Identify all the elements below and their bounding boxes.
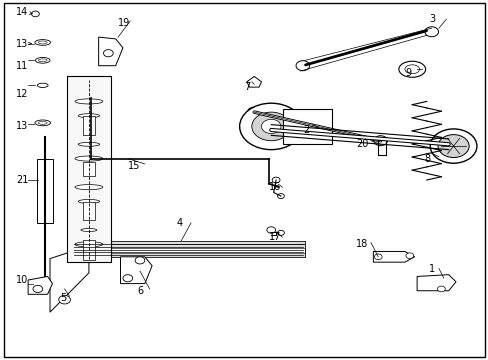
Ellipse shape [78, 142, 100, 146]
Text: 20: 20 [356, 139, 368, 149]
Text: 7: 7 [244, 82, 250, 92]
Ellipse shape [75, 156, 102, 161]
Ellipse shape [75, 99, 102, 104]
Text: 18: 18 [356, 239, 368, 249]
Polygon shape [372, 251, 414, 262]
Text: 4: 4 [176, 218, 182, 228]
Circle shape [103, 50, 113, 57]
Text: 8: 8 [424, 154, 429, 163]
Polygon shape [416, 275, 455, 291]
Text: 11: 11 [16, 61, 28, 71]
Text: 1: 1 [428, 264, 434, 274]
Text: 13: 13 [16, 39, 28, 49]
Circle shape [261, 119, 281, 134]
Circle shape [277, 230, 284, 235]
Text: 19: 19 [118, 18, 130, 28]
Text: 10: 10 [16, 275, 28, 285]
Ellipse shape [38, 121, 47, 124]
Ellipse shape [37, 83, 48, 87]
Circle shape [437, 135, 468, 157]
Circle shape [251, 112, 290, 141]
Ellipse shape [38, 59, 47, 62]
Text: 3: 3 [428, 14, 434, 24]
Text: 14: 14 [16, 7, 28, 17]
Circle shape [373, 136, 386, 146]
Circle shape [405, 253, 413, 258]
Bar [67, 76, 111, 262]
Text: 16: 16 [268, 182, 281, 192]
Circle shape [266, 227, 275, 233]
Ellipse shape [78, 199, 100, 203]
Ellipse shape [35, 120, 50, 126]
Bar [69, 241, 305, 257]
Ellipse shape [398, 61, 425, 77]
Circle shape [373, 254, 381, 260]
Bar [37, 158, 53, 223]
Circle shape [295, 61, 309, 71]
Polygon shape [50, 251, 89, 312]
Text: 15: 15 [127, 161, 140, 171]
Bar [69, 244, 305, 248]
Bar [83, 116, 95, 135]
Circle shape [277, 194, 284, 199]
Ellipse shape [404, 65, 419, 74]
Circle shape [59, 296, 70, 304]
Text: 5: 5 [60, 293, 66, 303]
Text: 21: 21 [16, 175, 28, 185]
Ellipse shape [75, 242, 102, 247]
Polygon shape [246, 76, 261, 87]
Ellipse shape [81, 229, 97, 231]
Circle shape [429, 129, 476, 163]
Text: 17: 17 [268, 232, 281, 242]
Ellipse shape [78, 114, 100, 118]
Circle shape [135, 257, 144, 264]
Polygon shape [99, 37, 122, 66]
Circle shape [272, 177, 280, 183]
Ellipse shape [75, 185, 102, 190]
Circle shape [31, 11, 39, 17]
Ellipse shape [35, 58, 50, 63]
Circle shape [424, 27, 438, 37]
Bar [83, 162, 95, 176]
Circle shape [247, 107, 261, 117]
Bar [283, 109, 331, 144]
Circle shape [33, 285, 42, 293]
Circle shape [437, 286, 445, 292]
Circle shape [239, 103, 302, 150]
Text: 2: 2 [302, 125, 308, 135]
Ellipse shape [35, 40, 50, 45]
Bar [69, 241, 305, 244]
Bar [83, 202, 95, 220]
Polygon shape [28, 276, 52, 294]
Bar [83, 240, 95, 260]
Bar [69, 253, 305, 257]
Circle shape [122, 275, 132, 282]
Text: 13: 13 [16, 121, 28, 131]
Polygon shape [120, 257, 152, 284]
Ellipse shape [38, 41, 47, 44]
Text: 9: 9 [404, 68, 410, 78]
Text: 12: 12 [16, 89, 28, 99]
Text: 6: 6 [137, 286, 143, 296]
